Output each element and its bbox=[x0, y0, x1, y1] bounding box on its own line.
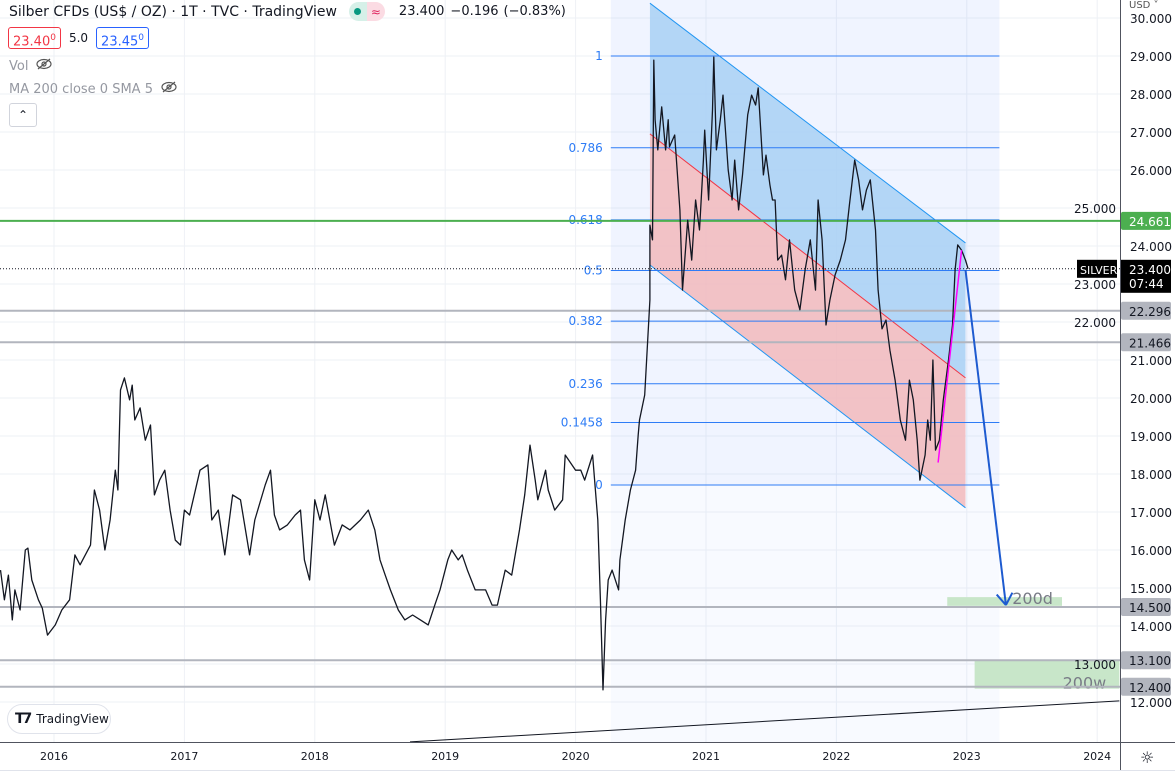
time-tick-label: 2016 bbox=[40, 750, 68, 763]
price-tag-label: 24.661 bbox=[1129, 215, 1171, 229]
price-tick-label: 13.000 bbox=[1074, 658, 1116, 672]
arrow-head bbox=[1005, 592, 1014, 606]
tv-logo-icon: T7 bbox=[15, 711, 32, 727]
price-tick-label: 17.000 bbox=[1130, 506, 1172, 520]
price-tag-bg bbox=[1121, 301, 1171, 320]
arrow-head bbox=[995, 593, 1007, 606]
price-tick-label: 21.000 bbox=[1130, 354, 1172, 368]
price-tick-label: 20.000 bbox=[1130, 392, 1172, 406]
magenta-trend-line[interactable] bbox=[937, 250, 963, 463]
currency-select[interactable]: USD ˅ bbox=[1129, 0, 1159, 12]
channel-upper-fill bbox=[649, 3, 966, 378]
price-change: −0.196 bbox=[450, 4, 499, 19]
time-tick-label: 2020 bbox=[562, 750, 590, 763]
time-tick-label: 2021 bbox=[692, 750, 720, 763]
time-tick-label: 2022 bbox=[822, 750, 850, 763]
channel-lower-line[interactable] bbox=[649, 264, 966, 509]
indicator-vol[interactable]: Vol bbox=[9, 58, 53, 74]
fib-level-label: 0.236 bbox=[568, 377, 602, 391]
sell-button[interactable]: 23.400 bbox=[8, 27, 61, 49]
symbol-title[interactable]: Silber CFDs (US$ / OZ) · 1T · TVC · Trad… bbox=[9, 3, 337, 20]
zone-label: 200d bbox=[1012, 589, 1053, 608]
buy-button[interactable]: 23.450 bbox=[96, 27, 149, 49]
ask-price: 23.45 bbox=[101, 34, 139, 50]
fib-level-label: 0.382 bbox=[568, 314, 602, 328]
price-tag-bg bbox=[1121, 211, 1171, 230]
time-tick-label: 2017 bbox=[170, 750, 198, 763]
price-tick-label: 24.000 bbox=[1130, 240, 1172, 254]
price-tick-label: 23.000 bbox=[1074, 278, 1116, 292]
last-price: 23.400 bbox=[398, 4, 445, 19]
symbol-tag-label: SILVER bbox=[1080, 264, 1118, 277]
bid-price: 23.40 bbox=[13, 34, 51, 50]
trend-line[interactable] bbox=[409, 700, 1120, 742]
price-tag-bg bbox=[1121, 333, 1171, 352]
price-change-percent: (−0.83%) bbox=[503, 4, 566, 19]
price-tick-label: 12.000 bbox=[1130, 696, 1172, 710]
price-tick-label: 29.000 bbox=[1130, 50, 1172, 64]
chart-header: Silber CFDs (US$ / OZ) · 1T · TVC · Trad… bbox=[9, 2, 566, 21]
indicator-label: MA 200 close 0 SMA 5 bbox=[9, 81, 153, 97]
fib-level-label: 0.1458 bbox=[561, 415, 603, 429]
eye-off-icon[interactable] bbox=[36, 58, 53, 74]
bid-fraction: 0 bbox=[50, 33, 56, 43]
price-tick-label: 14.000 bbox=[1130, 620, 1172, 634]
price-tick-label: 16.000 bbox=[1130, 544, 1172, 558]
time-tick-label: 2024 bbox=[1083, 750, 1111, 763]
current-price-tag-bg bbox=[1121, 259, 1171, 293]
spread: 5.0 bbox=[68, 31, 89, 45]
time-tick-label: 2019 bbox=[431, 750, 459, 763]
bar-countdown-label: 07:44 bbox=[1129, 277, 1164, 291]
eye-off-icon[interactable] bbox=[161, 81, 177, 97]
indicator-ma[interactable]: MA 200 close 0 SMA 5 bbox=[9, 81, 177, 97]
market-open-icon bbox=[348, 2, 367, 21]
indicator-label: Vol bbox=[9, 58, 29, 74]
price-tick-label: 18.000 bbox=[1130, 468, 1172, 482]
time-tick-label: 2023 bbox=[953, 750, 981, 763]
price-series-line[interactable] bbox=[0, 56, 969, 691]
fib-level-label: 0.786 bbox=[568, 141, 602, 155]
price-tick-label: 26.000 bbox=[1130, 164, 1172, 178]
price-tag-bg bbox=[1121, 598, 1171, 616]
price-tag-bg bbox=[1121, 651, 1171, 670]
fib-level-label: 0 bbox=[595, 478, 603, 492]
price-tick-label: 15.000 bbox=[1130, 582, 1172, 596]
channel-upper-line[interactable] bbox=[649, 2, 966, 244]
chevron-up-icon: ⌃ bbox=[17, 108, 29, 122]
price-tick-label: 28.000 bbox=[1130, 88, 1172, 102]
logo-text: TradingView bbox=[36, 712, 109, 726]
delayed-data-icon: ≈ bbox=[366, 2, 385, 21]
price-tag-bg bbox=[1121, 677, 1171, 696]
settings-icon[interactable]: ☼ bbox=[1140, 748, 1155, 767]
tradingview-logo[interactable]: T7 TradingView bbox=[7, 704, 111, 734]
collapse-legend-button[interactable]: ⌃ bbox=[9, 103, 37, 127]
bid-ask: 23.400 5.0 23.450 bbox=[8, 27, 149, 49]
price-tag-label: 12.400 bbox=[1129, 681, 1171, 695]
zone-label: 200w bbox=[1063, 674, 1107, 693]
ask-fraction: 0 bbox=[138, 33, 144, 43]
price-tag-label: 22.296 bbox=[1129, 305, 1171, 319]
fib-level-label: 1 bbox=[595, 49, 603, 63]
price-tick-label: 22.000 bbox=[1074, 316, 1116, 330]
fib-level-label: 0.5 bbox=[584, 264, 603, 278]
fib-background-lower bbox=[611, 485, 1000, 742]
time-tick-label: 2018 bbox=[301, 750, 329, 763]
price-tag-label: 21.466 bbox=[1129, 336, 1171, 350]
price-tick-label: 27.000 bbox=[1130, 126, 1172, 140]
price-tick-label: 30.000 bbox=[1130, 12, 1172, 26]
forecast-arrow-line[interactable] bbox=[964, 269, 1007, 606]
price-tag-label: 14.500 bbox=[1129, 601, 1171, 615]
price-tick-label: 19.000 bbox=[1130, 430, 1172, 444]
symbol-tag-bg bbox=[1077, 259, 1117, 278]
status-badge[interactable]: ≈ bbox=[348, 2, 385, 21]
price-tag-label: 13.100 bbox=[1129, 654, 1171, 668]
zone-200w[interactable] bbox=[974, 660, 1120, 689]
current-price-label: 23.400 bbox=[1129, 263, 1171, 277]
price-tick-label: 25.000 bbox=[1074, 202, 1116, 216]
